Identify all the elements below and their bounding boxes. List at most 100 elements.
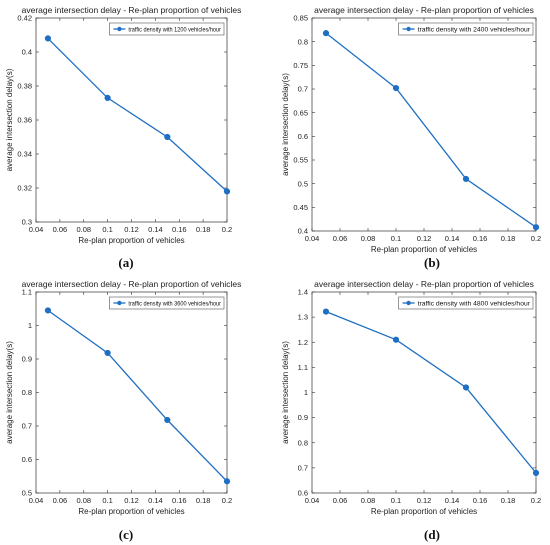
y-tick-label: 0.55 [293, 156, 308, 165]
x-tick-label: 0.04 [29, 496, 44, 505]
chart-panel-2: average intersection delay - Re-plan pro… [281, 5, 541, 270]
chart-panel-4: average intersection delay - Re-plan pro… [281, 279, 541, 542]
y-tick-label: 1 [28, 321, 32, 330]
x-tick-label: 0.04 [29, 225, 44, 234]
x-tick-label: 0.2 [531, 234, 541, 243]
x-tick-label: 0.06 [53, 225, 68, 234]
data-point [322, 308, 330, 315]
legend-label: traffic density with 2400 vehicles/hour [418, 26, 531, 33]
y-tick-label: 0.9 [298, 413, 308, 422]
data-point [44, 307, 52, 314]
plot-area [35, 17, 228, 223]
y-tick-label: 0.65 [293, 108, 308, 117]
x-tick-label: 0.06 [53, 496, 68, 505]
x-tick-label: 0.16 [473, 234, 488, 243]
x-tick-label: 0.18 [501, 234, 516, 243]
legend-box [398, 296, 534, 310]
x-tick-label: 0.08 [361, 234, 376, 243]
data-point [104, 94, 111, 102]
y-tick-label: 0.36 [17, 116, 32, 125]
legend-label: traffic density with 1200 vehicles/hour [128, 26, 221, 33]
y-tick-label: 0.9 [22, 355, 32, 364]
x-tick-label: 0.12 [124, 496, 139, 505]
y-tick-label: 0.85 [293, 14, 308, 23]
data-point [164, 133, 171, 141]
series-line [325, 32, 537, 228]
y-tick-label: 1.4 [298, 288, 308, 297]
x-tick-label: 0.2 [222, 496, 232, 505]
chart-panel-1: average intersection delay - Re-plan pro… [5, 5, 241, 270]
x-axis-label: Re-plan proportion of vehicles [78, 507, 184, 516]
series-line [47, 37, 228, 192]
legend: traffic density with 3600 vehicles/hour [109, 296, 225, 310]
y-tick-label: 0.5 [298, 179, 308, 188]
chart-title: average intersection delay - Re-plan pro… [314, 279, 534, 289]
x-tick-label: 0.06 [333, 234, 348, 243]
x-tick-label: 0.08 [361, 496, 376, 505]
x-tick-label: 0.12 [417, 496, 432, 505]
data-point [392, 336, 400, 343]
series-line [325, 310, 537, 474]
data-point [532, 469, 540, 476]
x-tick-label: 0.16 [473, 496, 488, 505]
y-axis-label: average intersection delay(s) [281, 341, 290, 444]
data-point [223, 478, 231, 485]
y-tick-label: 1.2 [298, 338, 308, 347]
x-tick-label: 0.1 [391, 496, 401, 505]
legend-box [109, 22, 225, 36]
y-tick-label: 0.7 [298, 85, 308, 94]
plot-area [311, 291, 537, 494]
x-tick-label: 0.14 [148, 496, 163, 505]
chart-title: average intersection delay - Re-plan pro… [22, 279, 242, 289]
legend-marker [406, 300, 411, 306]
plot-area [35, 291, 228, 494]
x-tick-label: 0.16 [172, 496, 187, 505]
x-tick-label: 0.1 [391, 234, 401, 243]
y-tick-label: 0.45 [293, 203, 308, 212]
chart-title: average intersection delay - Re-plan pro… [314, 5, 534, 15]
x-tick-label: 0.14 [445, 234, 460, 243]
series-line [47, 309, 228, 482]
panel-label: (a) [118, 255, 133, 270]
panel-label: (b) [424, 255, 440, 270]
chart-panel-3: average intersection delay - Re-plan pro… [5, 279, 241, 542]
legend-box [398, 22, 534, 36]
x-tick-label: 0.04 [305, 234, 320, 243]
legend-marker [117, 26, 122, 32]
legend: traffic density with 2400 vehicles/hour [398, 22, 534, 36]
y-tick-label: 1.1 [22, 288, 32, 297]
x-axis-label: Re-plan proportion of vehicles [371, 507, 477, 516]
data-point [462, 175, 470, 183]
y-tick-label: 0.4 [298, 227, 308, 236]
legend-marker [406, 26, 411, 32]
x-tick-label: 0.14 [445, 496, 460, 505]
x-tick-label: 0.14 [148, 225, 163, 234]
data-point [532, 224, 540, 231]
y-tick-label: 0.3 [22, 218, 32, 227]
x-tick-label: 0.18 [196, 496, 211, 505]
y-tick-label: 0.42 [17, 14, 32, 23]
data-point [104, 349, 111, 357]
x-tick-label: 0.06 [333, 496, 348, 505]
y-tick-label: 0.7 [22, 422, 32, 431]
y-tick-label: 0.38 [17, 82, 32, 91]
y-tick-label: 0.75 [293, 61, 308, 70]
x-tick-label: 0.12 [124, 225, 139, 234]
data-point [164, 416, 171, 424]
data-point [223, 188, 231, 195]
legend-box [109, 296, 225, 310]
y-tick-label: 0.6 [22, 455, 32, 464]
y-tick-label: 1 [304, 388, 308, 397]
y-tick-label: 0.8 [22, 388, 32, 397]
y-axis-label: average intersection delay(s) [5, 341, 14, 444]
legend: traffic density with 1200 vehicles/hour [109, 22, 225, 36]
y-tick-label: 0.4 [22, 48, 32, 57]
panel-label: (d) [424, 527, 440, 542]
legend-label: traffic density with 4800 vehicles/hour [418, 300, 531, 307]
y-tick-label: 0.8 [298, 438, 308, 447]
legend-marker [117, 300, 122, 306]
x-tick-label: 0.1 [102, 496, 112, 505]
y-tick-label: 0.5 [22, 489, 32, 498]
data-point [392, 84, 400, 92]
x-axis-label: Re-plan proportion of vehicles [78, 236, 184, 245]
